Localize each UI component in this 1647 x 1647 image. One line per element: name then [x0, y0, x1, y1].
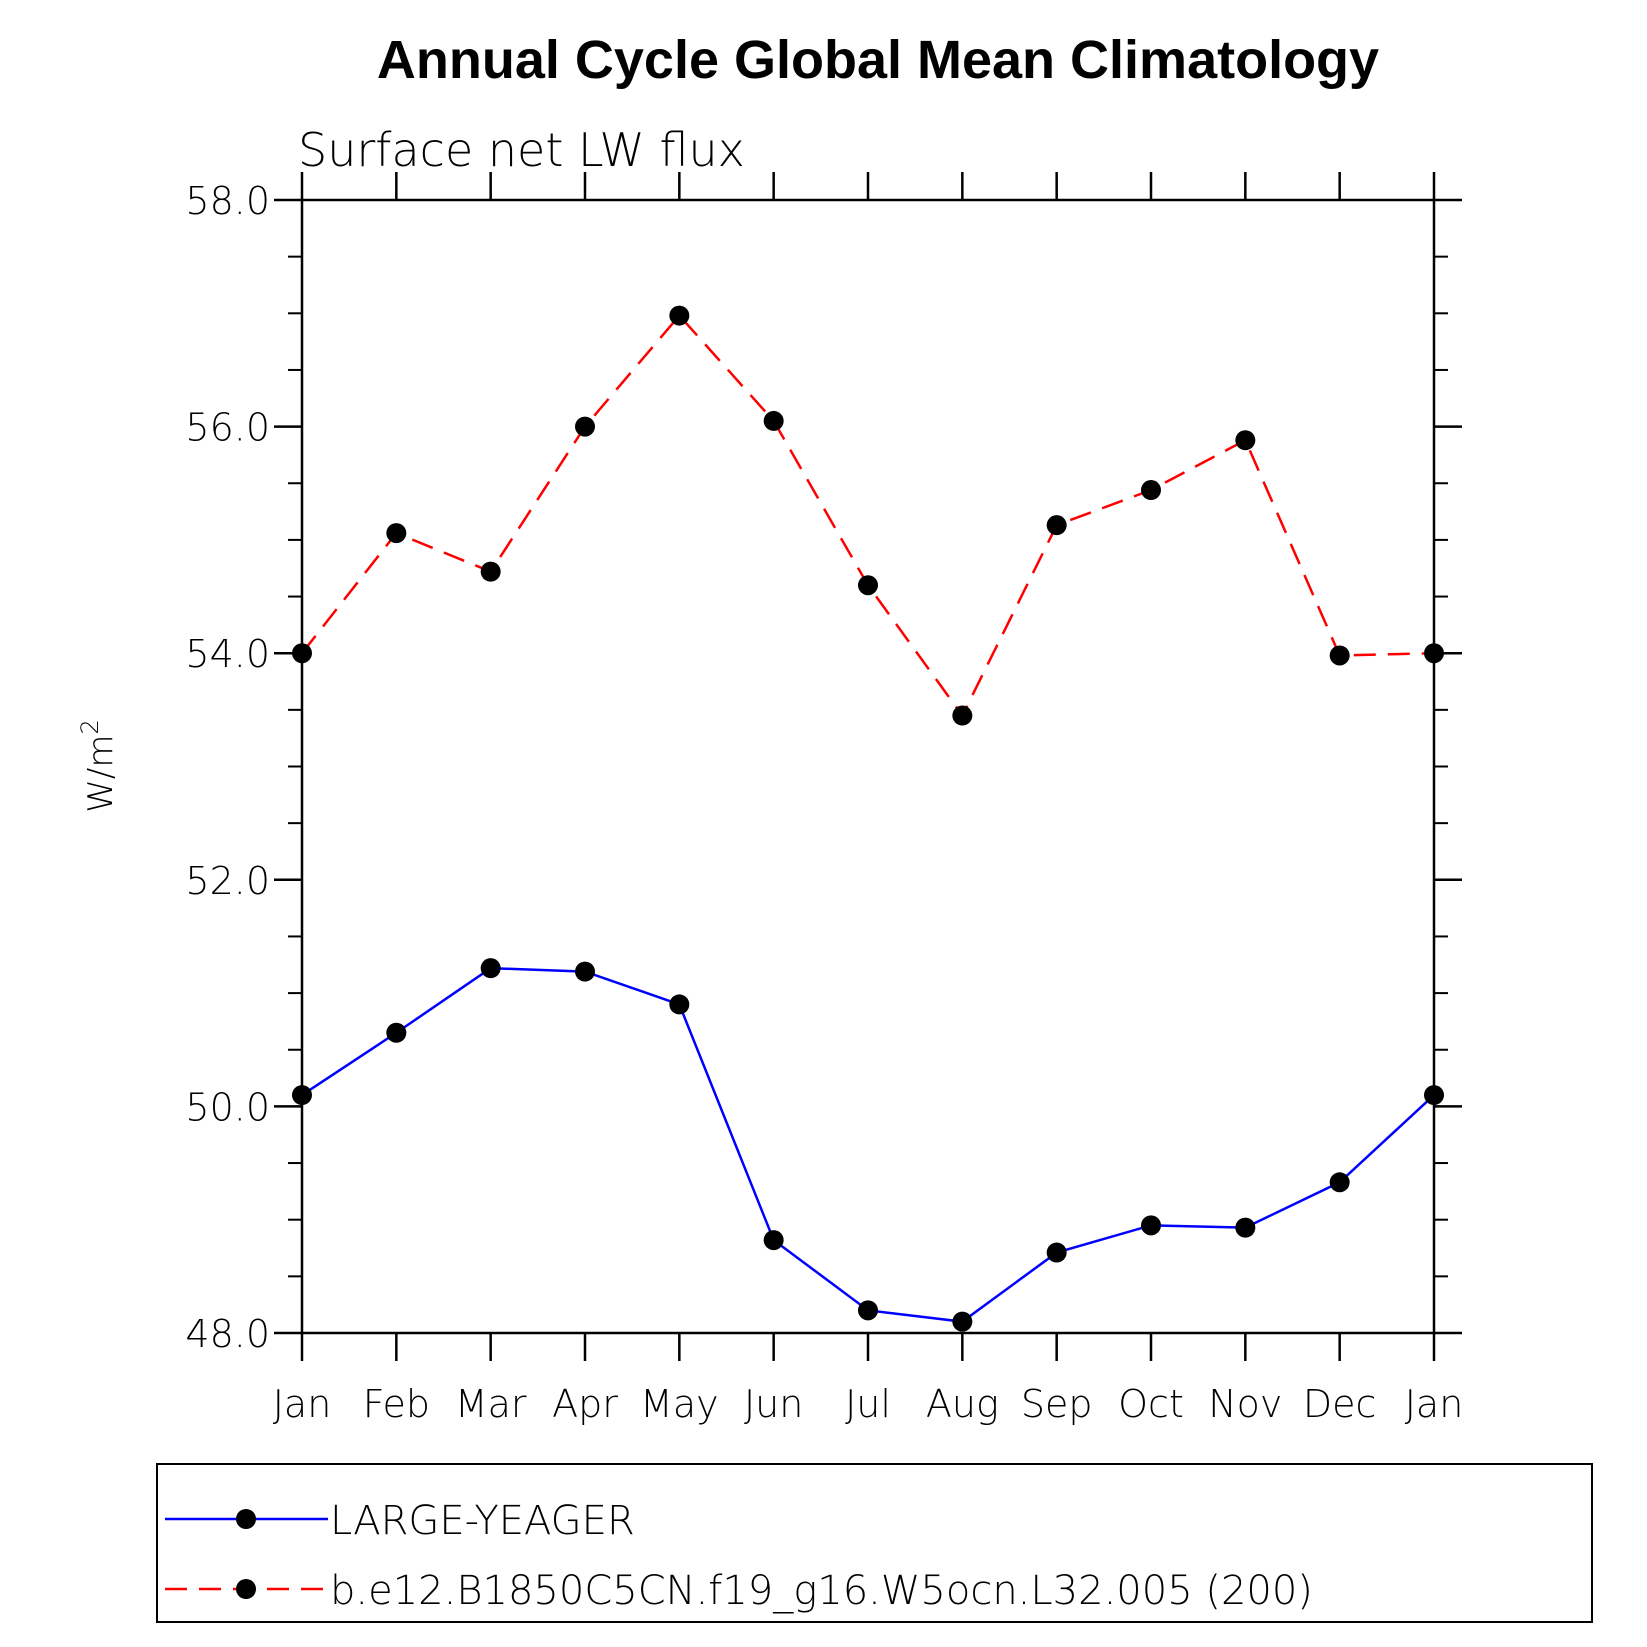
x-tick-label: Aug — [926, 1382, 999, 1426]
chart-subtitle: Surface net LW flux — [298, 123, 745, 177]
x-tick-label: Jun — [744, 1382, 803, 1426]
plot-frame — [300, 198, 1436, 1335]
x-tick-label: Jan — [273, 1382, 332, 1426]
series-1-point — [952, 1311, 973, 1332]
x-tick-label: Oct — [1118, 1382, 1184, 1426]
y-tick-label: 50.0 — [185, 1085, 270, 1129]
series-1-point — [480, 958, 501, 979]
series-2-point — [952, 705, 973, 726]
series-2-point — [1424, 643, 1444, 664]
x-tick-label: Apr — [552, 1382, 618, 1426]
chart-title: Annual Cycle Global Mean Climatology — [377, 30, 1379, 90]
series-2-point — [1046, 515, 1067, 536]
x-tick-label: Mar — [455, 1382, 527, 1426]
y-tick-label: 54.0 — [185, 632, 270, 676]
y-tick-label: 52.0 — [185, 859, 270, 903]
series-1-point — [1141, 1215, 1161, 1236]
y-axis-label-text: W/m — [81, 735, 121, 813]
x-tick-label: Dec — [1303, 1382, 1377, 1426]
series-1-point — [858, 1300, 878, 1321]
series-line-1 — [301, 966, 1435, 1323]
series-1-point — [292, 1085, 312, 1106]
series-layer — [292, 305, 1444, 1332]
legend: LARGE-YEAGER b.e12.B1850C5CN.f19_g16.W5oc… — [156, 1463, 1593, 1623]
series-2-point — [480, 561, 501, 582]
x-tick-label: May — [640, 1382, 719, 1426]
x-tick-label: Jan — [1405, 1382, 1464, 1426]
x-tick-label: Jul — [845, 1382, 891, 1426]
series-line-2 — [301, 313, 1435, 718]
legend-label-2: b.e12.B1850C5CN.f19_g16.W5ocn.L32.005 (2… — [330, 1568, 1313, 1614]
series-1-point — [1235, 1217, 1256, 1238]
y-tick-label: 48.0 — [185, 1312, 270, 1356]
series-1-point — [575, 961, 595, 982]
y-tick-label: 58.0 — [185, 179, 270, 223]
plot-axes: Jan Feb Mar Apr May Jun Jul Aug Sep Oct Nov Dec Jan4… — [185, 172, 1463, 1426]
y-axis-label-superscript: 2 — [76, 719, 104, 734]
series-1-point — [1329, 1172, 1350, 1193]
legend-marker-1 — [236, 1509, 256, 1529]
legend-marker-2 — [236, 1579, 256, 1599]
x-tick-label: Sep — [1021, 1382, 1093, 1426]
y-tick-label: 56.0 — [185, 406, 270, 450]
series-1-point — [1046, 1242, 1067, 1263]
series-2-point — [763, 410, 784, 431]
series-2-point — [1141, 480, 1161, 501]
series-2-point — [1235, 430, 1256, 451]
series-2-point — [292, 643, 312, 664]
x-tick-label: Feb — [363, 1382, 430, 1426]
series-1-point — [763, 1230, 784, 1251]
series-2-point — [386, 523, 407, 544]
x-tick-label: Nov — [1208, 1382, 1282, 1426]
series-2-point — [1329, 645, 1350, 666]
series-2-point — [858, 575, 878, 596]
y-axis-label: W/m2 — [76, 719, 121, 812]
series-1-point — [669, 994, 690, 1015]
series-2-point — [669, 305, 690, 326]
series-2-point — [575, 416, 595, 437]
series-1-point — [1424, 1085, 1444, 1106]
legend-label-1: LARGE-YEAGER — [330, 1498, 635, 1544]
svg-text:W/m2: W/m2 — [76, 719, 121, 812]
series-1-point — [386, 1022, 407, 1043]
legend-box — [156, 1463, 1593, 1623]
